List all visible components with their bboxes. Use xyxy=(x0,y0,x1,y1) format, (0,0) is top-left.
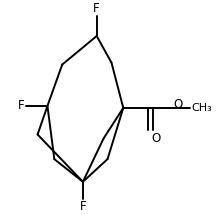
Text: O: O xyxy=(173,98,183,111)
Text: F: F xyxy=(18,100,25,112)
Text: CH₃: CH₃ xyxy=(191,103,212,113)
Text: F: F xyxy=(79,200,86,212)
Text: F: F xyxy=(93,2,100,15)
Text: O: O xyxy=(152,132,161,144)
